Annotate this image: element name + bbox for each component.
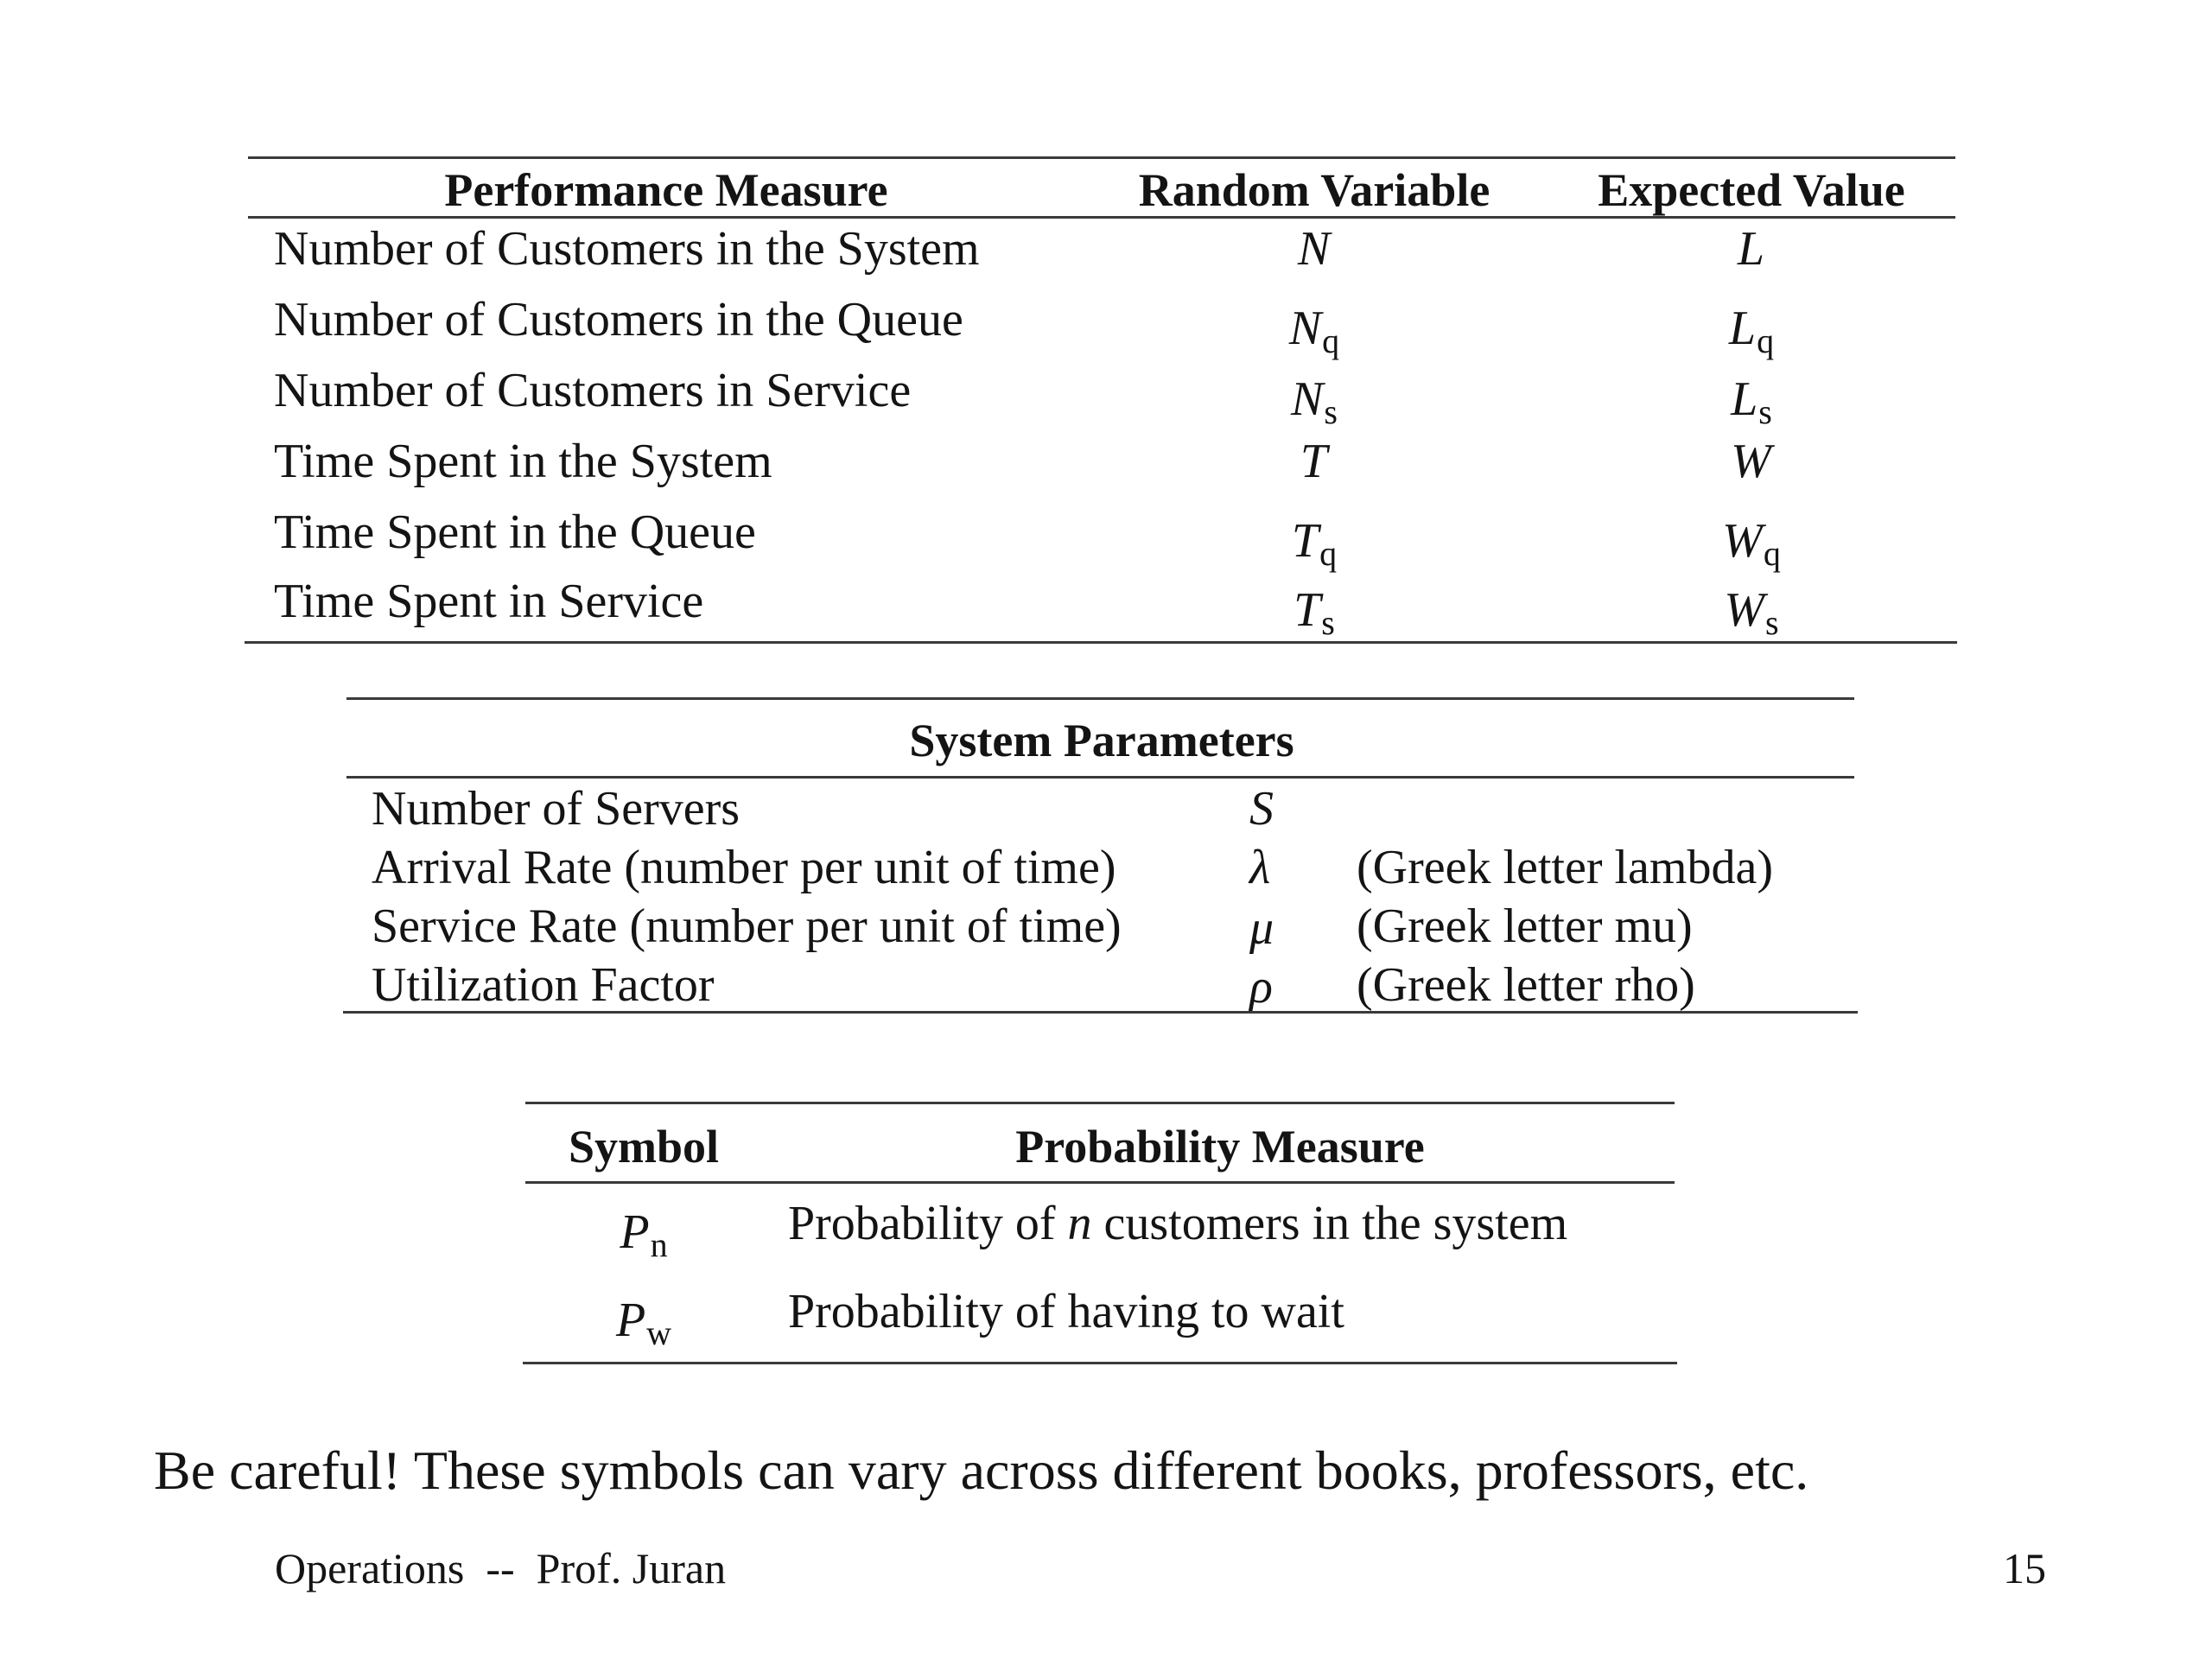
expected-value-symbol: L xyxy=(1737,222,1765,276)
parameter-symbol: ρ xyxy=(1249,960,1273,1014)
table-row-measure: Time Spent in the System xyxy=(274,435,772,488)
header-rule xyxy=(248,216,1955,219)
table-top-rule xyxy=(248,156,1955,159)
table-bottom-rule xyxy=(245,641,1957,644)
random-variable-symbol: N xyxy=(1297,222,1331,276)
table-row-measure: Number of Customers in Service xyxy=(274,364,912,417)
random-variable-symbol: Ts xyxy=(1294,583,1335,642)
table-top-rule xyxy=(525,1102,1675,1104)
random-variable-symbol: Tq xyxy=(1291,514,1338,573)
probability-symbol: Pn xyxy=(620,1205,668,1264)
table-row-measure: Time Spent in the Queue xyxy=(274,505,756,559)
footer-course-label: Operations -- Prof. Juran xyxy=(275,1544,727,1592)
random-variable-symbol: T xyxy=(1300,435,1328,488)
parameter-note: (Greek letter mu) xyxy=(1357,899,1693,953)
parameter-name: Arrival Rate (number per unit of time) xyxy=(372,841,1116,894)
expected-value-symbol: Wq xyxy=(1722,514,1781,573)
page-number: 15 xyxy=(2003,1544,2046,1592)
table-row-measure: Time Spent in Service xyxy=(274,575,704,628)
header-system-parameters: System Parameters xyxy=(909,715,1294,766)
parameter-name: Utilization Factor xyxy=(372,958,715,1012)
header-performance-measure: Performance Measure xyxy=(444,164,888,216)
header-expected-value: Expected Value xyxy=(1598,164,1905,216)
parameter-name: Service Rate (number per unit of time) xyxy=(372,899,1122,953)
expected-value-symbol: Ws xyxy=(1724,583,1779,642)
random-variable-symbol: Ns xyxy=(1291,372,1338,431)
header-symbol: Symbol xyxy=(568,1121,720,1173)
table-top-rule xyxy=(346,697,1854,700)
parameter-note: (Greek letter lambda) xyxy=(1357,841,1773,894)
probability-description: Probability of having to wait xyxy=(788,1285,1344,1338)
header-probability-measure: Probability Measure xyxy=(1015,1121,1425,1173)
table-row-measure: Number of Customers in the Queue xyxy=(274,293,963,346)
parameter-symbol: λ xyxy=(1249,841,1271,894)
parameter-symbol: S xyxy=(1249,782,1274,836)
probability-symbol: Pw xyxy=(615,1294,672,1352)
expected-value-symbol: W xyxy=(1731,435,1771,488)
expected-value-symbol: Lq xyxy=(1728,302,1775,360)
expected-value-symbol: Ls xyxy=(1731,372,1772,431)
parameter-note: (Greek letter rho) xyxy=(1357,958,1695,1012)
caution-note: Be careful! These symbols can vary acros… xyxy=(154,1440,1809,1501)
parameter-name: Number of Servers xyxy=(372,782,741,836)
header-rule xyxy=(346,776,1854,779)
header-random-variable: Random Variable xyxy=(1138,164,1491,216)
header-rule xyxy=(525,1181,1675,1184)
random-variable-symbol: Nq xyxy=(1288,302,1340,360)
table-bottom-rule xyxy=(343,1011,1858,1014)
probability-description: Probability of n customers in the system xyxy=(788,1197,1568,1250)
table-row-measure: Number of Customers in the System xyxy=(274,222,980,276)
table-bottom-rule xyxy=(523,1362,1677,1364)
parameter-symbol: μ xyxy=(1249,901,1274,955)
